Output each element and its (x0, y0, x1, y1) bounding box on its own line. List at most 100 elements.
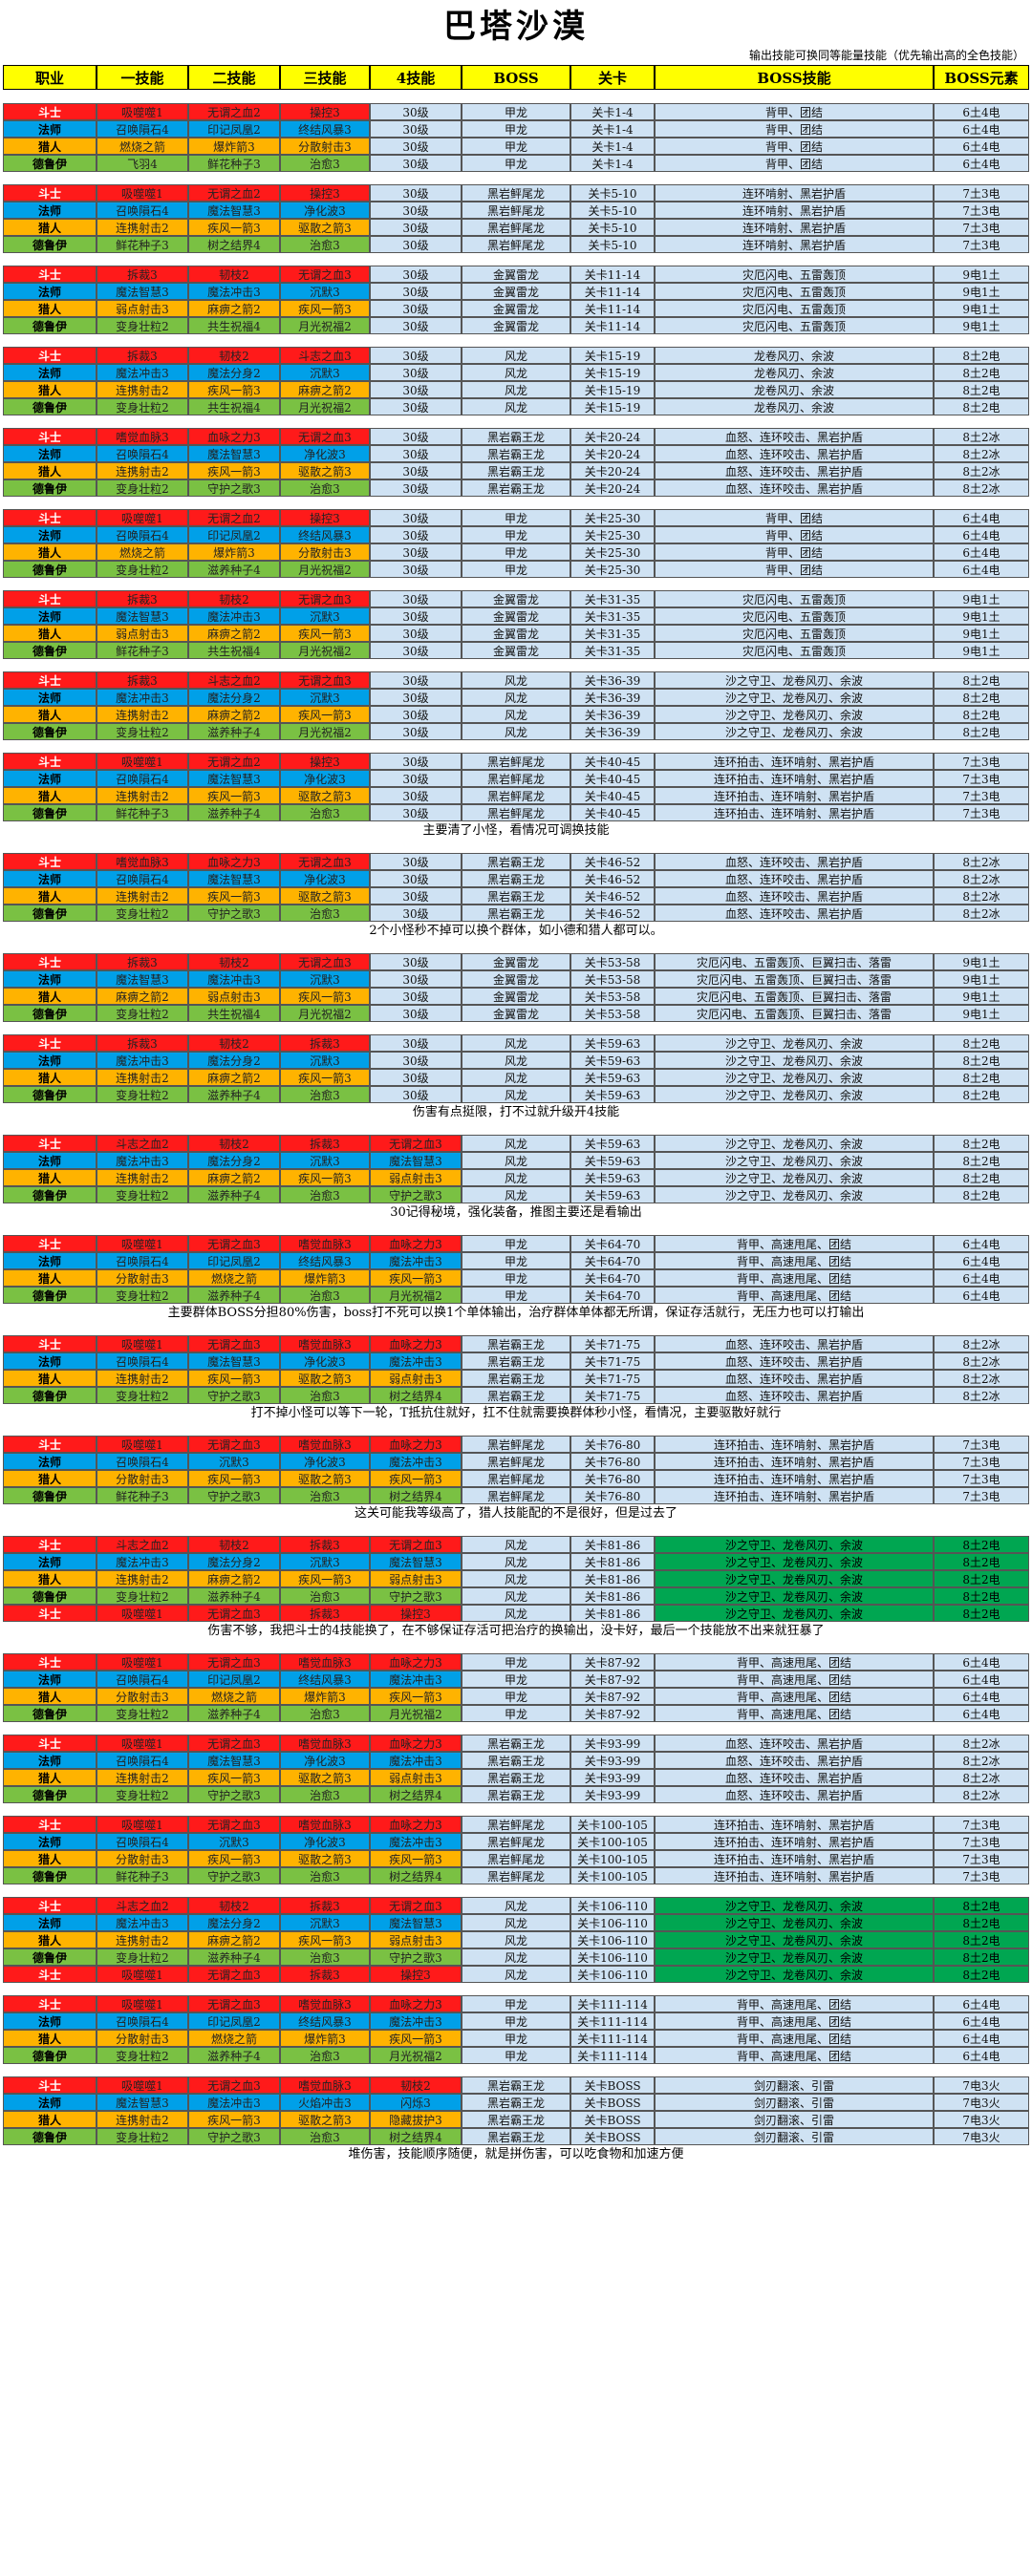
class-cell-mage: 法师 (3, 445, 97, 462)
level-req-cell: 30级 (370, 970, 462, 988)
boss-element-cell: 8土2电 (934, 1052, 1029, 1069)
boss-element-cell: 8土2冰 (934, 887, 1029, 905)
table-row: 德鲁伊 变身壮粒2 共生祝福4 月光祝福2 30级 金翼雷龙 关卡53-58 灾厄闪电、五雷轰… (0, 1005, 1032, 1022)
skill-1-cell: 连携射击2 (97, 1570, 188, 1587)
boss-cell: 黑岩霸王龙 (462, 1769, 570, 1786)
stage-cell: 关卡20-24 (570, 428, 655, 445)
table-row: 斗士 拆裁3 韧枝2 无谓之血3 30级 金翼雷龙 关卡11-14 灾厄闪电、五雷轰顶 9电1土 (0, 266, 1032, 283)
stage-cell: 关卡81-86 (570, 1536, 655, 1553)
table-row: 猎人 连携射击2 疾风一箭3 驱散之箭3 30级 黑岩霸王龙 关卡20-24 血怒、连环咬击、… (0, 462, 1032, 479)
boss-cell: 甲龙 (462, 2012, 570, 2030)
header-skill-2: 二技能 (188, 65, 280, 90)
stage-cell: 关卡11-14 (570, 266, 655, 283)
skill-3-cell: 沉默3 (280, 1152, 370, 1169)
stage-cell: 关卡5-10 (570, 184, 655, 202)
class-cell-druid: 德鲁伊 (3, 1705, 97, 1722)
skill-4-cell: 树之结界4 (370, 2128, 462, 2145)
table-row: 猎人 麻痹之箭2 弱点射击3 疾风一箭3 30级 金翼雷龙 关卡53-58 灾厄闪电、五雷轰顶… (0, 988, 1032, 1005)
boss-skill-cell: 血怒、连环咬击、黑岩护盾 (655, 1769, 934, 1786)
stage-cell: 关卡BOSS (570, 2111, 655, 2128)
boss-skill-cell: 剑刃翻滚、引雷 (655, 2076, 934, 2094)
level-req-cell: 30级 (370, 607, 462, 625)
boss-element-cell: 6土4电 (934, 1995, 1029, 2012)
boss-element-cell: 7土3电 (934, 202, 1029, 219)
class-cell-warrior: 斗士 (3, 1897, 97, 1914)
table-row: 猎人 分散射击3 疾风一箭3 驱散之箭3 疾风一箭3 黑岩鲆尾龙 关卡100-105 连环拍击… (0, 1850, 1032, 1867)
class-cell-druid: 德鲁伊 (3, 561, 97, 578)
boss-skill-cell: 背甲、团结 (655, 155, 934, 172)
skill-1-cell: 吸噬噬1 (97, 1605, 188, 1622)
stage-cell: 关卡81-86 (570, 1553, 655, 1570)
skill-2-cell: 魔法智慧3 (188, 1352, 280, 1370)
stage-cell: 关卡59-63 (570, 1152, 655, 1169)
skill-2-cell: 麻痹之箭2 (188, 625, 280, 642)
skill-2-cell: 滋养种子4 (188, 1186, 280, 1203)
boss-cell: 金翼雷龙 (462, 970, 570, 988)
boss-cell: 黑岩霸王龙 (462, 870, 570, 887)
skill-1-cell: 变身壮粒2 (97, 2128, 188, 2145)
skill-2-cell: 魔法智慧3 (188, 445, 280, 462)
skill-1-cell: 变身壮粒2 (97, 1705, 188, 1722)
stage-cell: 关卡36-39 (570, 671, 655, 689)
boss-skill-cell: 灾厄闪电、五雷轰顶 (655, 266, 934, 283)
class-cell-mage: 法师 (3, 1453, 97, 1470)
skill-4-cell: 守护之歌3 (370, 1948, 462, 1966)
boss-element-cell: 9电1土 (934, 970, 1029, 988)
class-cell-druid: 德鲁伊 (3, 1948, 97, 1966)
skill-2-cell: 魔法智慧3 (188, 1752, 280, 1769)
table-row: 德鲁伊 变身壮粒2 守护之歌3 治愈3 树之结界4 黑岩霸王龙 关卡71-75 血怒、连环咬击… (0, 1387, 1032, 1404)
boss-element-cell: 7土3电 (934, 1487, 1029, 1504)
class-cell-mage: 法师 (3, 2094, 97, 2111)
boss-element-cell: 7土3电 (934, 1867, 1029, 1884)
skill-4-cell: 无谓之血3 (370, 1135, 462, 1152)
table-row: 斗士 拆裁3 韧枝2 拆裁3 30级 风龙 关卡59-63 沙之守卫、龙卷风刃、余波 8土2电 (0, 1034, 1032, 1052)
group-note: 30记得秘境，强化装备，推图主要还是看输出 (390, 1205, 642, 1220)
boss-cell: 黑岩鲆尾龙 (462, 1850, 570, 1867)
boss-cell: 风龙 (462, 1052, 570, 1069)
skill-2-cell: 无谓之血2 (188, 184, 280, 202)
class-cell-warrior: 斗士 (3, 266, 97, 283)
boss-skill-cell: 沙之守卫、龙卷风刃、余波 (655, 689, 934, 706)
boss-skill-cell: 背甲、高速甩尾、团结 (655, 1252, 934, 1269)
skill-1-cell: 魔法冲击3 (97, 689, 188, 706)
skill-3-cell: 驱散之箭3 (280, 1470, 370, 1487)
skill-3-cell: 无谓之血3 (280, 853, 370, 870)
class-cell-mage: 法师 (3, 364, 97, 381)
boss-element-cell: 8土2电 (934, 1536, 1029, 1553)
skill-1-cell: 连携射击2 (97, 2111, 188, 2128)
skill-1-cell: 嗜觉血脉3 (97, 853, 188, 870)
skill-1-cell: 魔法冲击3 (97, 1914, 188, 1931)
table-row: 德鲁伊 变身壮粒2 守护之歌3 治愈3 30级 黑岩霸王龙 关卡46-52 血怒、连环咬击、黑… (0, 905, 1032, 922)
stage-cell: 关卡46-52 (570, 887, 655, 905)
stage-cell: 关卡11-14 (570, 317, 655, 334)
class-cell-hunter: 猎人 (3, 219, 97, 236)
boss-element-cell: 8土2电 (934, 1605, 1029, 1622)
skill-4-cell: 守护之歌3 (370, 1587, 462, 1605)
stage-cell: 关卡64-70 (570, 1269, 655, 1287)
table-row: 斗士 吸噬噬1 无谓之血3 拆裁3 操控3 风龙 关卡106-110 沙之守卫、龙卷风刃、余波… (0, 1966, 1032, 1983)
skill-2-cell: 滋养种子4 (188, 1587, 280, 1605)
skill-1-cell: 变身壮粒2 (97, 1186, 188, 1203)
boss-element-cell: 8土2电 (934, 1135, 1029, 1152)
boss-skill-cell: 血怒、连环咬击、黑岩护盾 (655, 428, 934, 445)
class-cell-mage: 法师 (3, 120, 97, 138)
table-row: 法师 魔法冲击3 魔法分身2 沉默3 30级 风龙 关卡36-39 沙之守卫、龙卷风刃、余波 8… (0, 689, 1032, 706)
boss-cell: 金翼雷龙 (462, 590, 570, 607)
skill-2-cell: 麻痹之箭2 (188, 300, 280, 317)
boss-element-cell: 7土3电 (934, 1850, 1029, 1867)
boss-cell: 风龙 (462, 1069, 570, 1086)
group-note: 堆伤害，技能顺序随便，就是拼伤害，可以吃食物和加速方便 (348, 2147, 684, 2161)
class-cell-mage: 法师 (3, 1052, 97, 1069)
boss-cell: 甲龙 (462, 1688, 570, 1705)
boss-cell: 黑岩鲆尾龙 (462, 1436, 570, 1453)
skill-1-cell: 吸噬噬1 (97, 1436, 188, 1453)
skill-3-cell: 月光祝福2 (280, 1005, 370, 1022)
table-row: 法师 召唤隕石4 魔法智慧3 净化波3 30级 黑岩鲆尾龙 关卡40-45 连环拍击、连环啃射… (0, 770, 1032, 787)
table-row: 德鲁伊 变身壮粒2 守护之歌3 治愈3 树之结界4 黑岩霸王龙 关卡BOSS 剑刃翻滚、引雷 7… (0, 2128, 1032, 2145)
boss-skill-cell: 血怒、连环咬击、黑岩护盾 (655, 1387, 934, 1404)
level-req-cell: 30级 (370, 770, 462, 787)
stage-cell: 关卡1-4 (570, 138, 655, 155)
skill-2-cell: 麻痹之箭2 (188, 1069, 280, 1086)
boss-cell: 黑岩霸王龙 (462, 2076, 570, 2094)
skill-2-cell: 韧枝2 (188, 1034, 280, 1052)
